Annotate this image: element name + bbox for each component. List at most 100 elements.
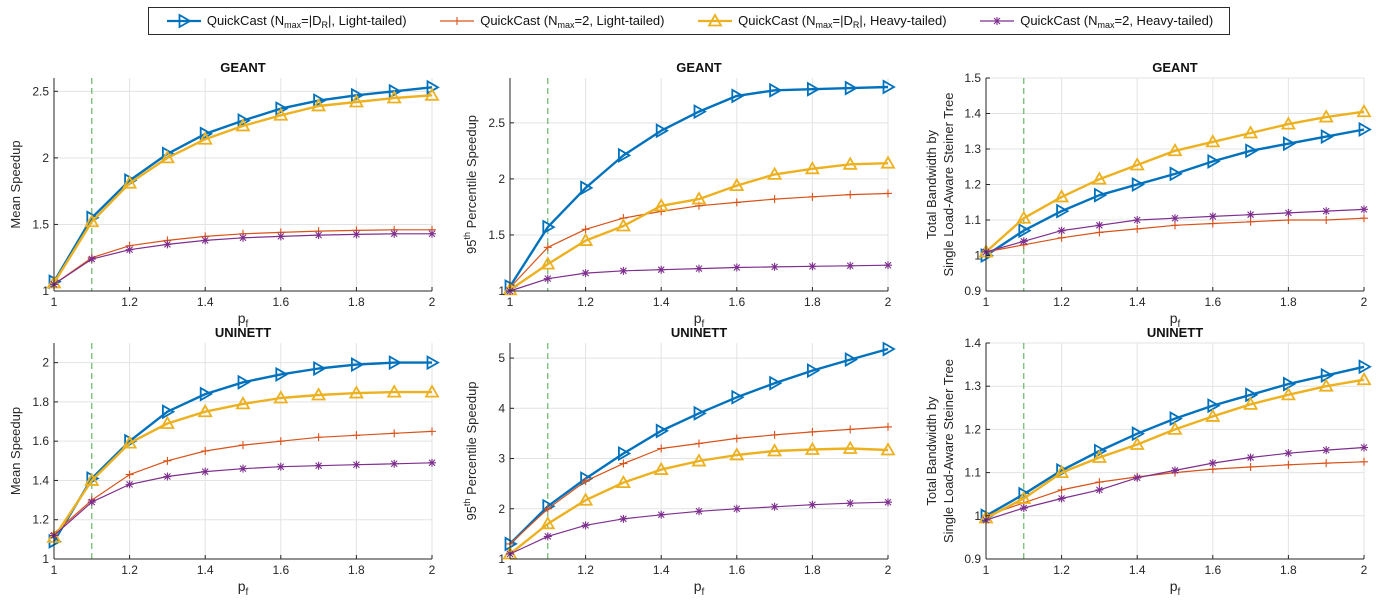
data-point — [1169, 166, 1183, 182]
x-tick-label: 1.2 — [577, 295, 594, 309]
chart-panel: 1 1.2 1.4 1.6 1.8 2 1 1.5 2 2.5 GEANT pf 95th Percen… — [462, 60, 896, 330]
data-point — [619, 514, 628, 523]
data-point — [846, 499, 855, 508]
data-point — [882, 79, 896, 95]
legend-label: QuickCast (Nmax=|DR|, Heavy-tailed) — [738, 12, 947, 30]
data-point — [390, 429, 399, 438]
x-tick-label: 1.6 — [1204, 563, 1221, 577]
data-point — [769, 375, 783, 391]
legend-marker — [707, 13, 723, 27]
data-point — [1322, 459, 1331, 468]
series-line — [985, 110, 1365, 253]
data-point — [842, 156, 858, 170]
x-tick-label: 1.2 — [577, 563, 594, 577]
x-axis-label: pf — [694, 310, 705, 330]
y-tick-label: 4 — [498, 401, 505, 415]
y-tick-label: 1.6 — [32, 434, 49, 448]
series — [982, 443, 1368, 525]
data-point — [729, 177, 745, 192]
x-tick-label: 1.4 — [197, 295, 214, 309]
data-point — [1171, 221, 1179, 230]
data-point — [424, 384, 440, 398]
x-tick-label: 1 — [51, 563, 58, 577]
data-point — [1283, 376, 1297, 392]
data-point — [581, 225, 590, 234]
data-point — [1205, 408, 1221, 422]
chart-title: UNINETT — [1147, 325, 1203, 340]
data-point — [87, 498, 96, 507]
data-point — [807, 81, 821, 97]
data-point — [390, 459, 399, 468]
series — [50, 427, 436, 538]
data-point — [313, 360, 327, 377]
data-point — [767, 443, 783, 457]
data-point — [884, 189, 892, 198]
plot-area — [54, 78, 432, 291]
series — [504, 79, 896, 295]
data-point — [388, 355, 403, 371]
plot-area — [986, 343, 1364, 559]
data-point — [1318, 109, 1334, 123]
data-point — [1016, 210, 1032, 224]
x-tick-label: 2 — [429, 563, 436, 577]
data-point — [842, 440, 858, 454]
data-point — [426, 355, 440, 371]
data-point — [770, 430, 779, 439]
x-tick-label: 2 — [885, 295, 892, 309]
data-point — [618, 147, 632, 163]
data-point — [655, 423, 670, 439]
data-point — [808, 192, 817, 201]
data-point — [352, 431, 361, 440]
y-tick-label: 2.5 — [488, 116, 505, 130]
y-tick-label: 1 — [498, 284, 505, 298]
data-point — [1322, 207, 1331, 216]
legend-item: QuickCast (Nmax=2, Light-tailed) — [438, 12, 665, 30]
series-line — [509, 447, 889, 555]
series — [980, 121, 1372, 264]
data-point — [1095, 478, 1104, 487]
data-point — [1171, 214, 1179, 223]
data-point — [653, 197, 669, 212]
series — [982, 214, 1368, 256]
data-point — [1019, 504, 1028, 513]
legend-swatch — [166, 13, 201, 29]
data-point — [657, 207, 666, 216]
chart-title: UNINETT — [671, 325, 727, 340]
y-axis-label: Single Load-Aware Steiner Tree — [941, 359, 956, 543]
data-point — [578, 492, 594, 506]
legend-marker — [453, 17, 462, 25]
data-point — [770, 262, 779, 271]
data-point — [1205, 134, 1221, 148]
data-point — [197, 403, 213, 418]
data-point — [1356, 103, 1372, 118]
x-axis-label: pf — [1170, 578, 1181, 598]
x-tick-label: 1.4 — [197, 563, 214, 577]
legend-label: QuickCast (Nmax=2, Light-tailed) — [480, 12, 665, 30]
data-point — [84, 472, 100, 486]
x-tick-label: 1.6 — [1204, 295, 1221, 309]
legend-marker — [178, 13, 192, 29]
data-point — [1322, 216, 1331, 224]
data-point — [276, 232, 285, 241]
data-point — [1284, 449, 1293, 458]
chart-panel: 1 1.2 1.4 1.6 1.8 20.911.11.21.31.4UNINETTpfT… — [924, 325, 1372, 598]
plot-area — [510, 343, 888, 559]
data-point — [1360, 457, 1368, 466]
chart-title: GEANT — [220, 60, 266, 75]
x-tick-label: 1.4 — [1129, 295, 1146, 309]
x-tick-label: 1.2 — [121, 563, 138, 577]
data-point — [275, 366, 289, 382]
data-point — [769, 82, 783, 98]
series-line — [508, 85, 889, 288]
data-point — [731, 88, 745, 104]
data-point — [1054, 464, 1070, 479]
x-axis-label: pf — [238, 310, 249, 330]
data-point — [808, 262, 817, 271]
y-axis-label: Total Bandwidth by — [924, 129, 939, 239]
x-tick-label: 1.2 — [1053, 563, 1070, 577]
data-point — [729, 447, 745, 461]
x-tick-label: 1.6 — [272, 563, 289, 577]
y-tick-label: 1 — [42, 284, 49, 298]
data-point — [1322, 446, 1331, 455]
data-point — [1095, 485, 1104, 494]
